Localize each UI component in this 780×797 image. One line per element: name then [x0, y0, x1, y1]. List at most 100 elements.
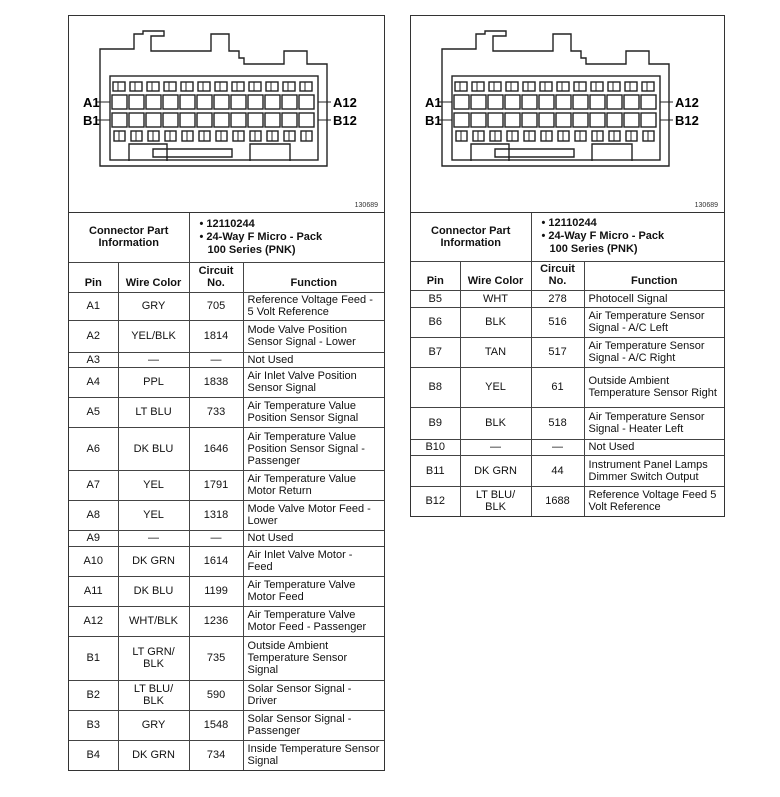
- pin-label-a12: A12: [333, 95, 357, 110]
- table-row: B6 BLK 516 Air Temperature Sensor Signal - …: [411, 306, 724, 338]
- function-cell: Not Used: [242, 529, 384, 547]
- table-row: B1 LT GRN/ BLK 735 Outside Ambient Temperat…: [69, 635, 384, 681]
- wire-color-cell: LT BLU/ BLK: [459, 485, 532, 516]
- circuit-cell: 733: [188, 396, 244, 428]
- pin-cell: A1: [69, 292, 119, 321]
- figure-number: 130689: [694, 202, 718, 209]
- function-cell: Mode Valve Position Sensor Signal - Lowe…: [242, 319, 384, 353]
- circuit-cell: 735: [188, 635, 244, 681]
- wire-color-cell: DK GRN: [117, 545, 190, 577]
- connector-diagram: A1 B1 A12 B12 130689: [411, 16, 724, 213]
- connector-description: • 24-Way F Micro - Pack: [199, 230, 323, 243]
- pin-cell: A6: [69, 426, 119, 471]
- table-row: A4 PPL 1838 Air Inlet Valve Position Sensor…: [69, 366, 384, 398]
- circuit-cell: 1814: [188, 319, 244, 353]
- function-cell: Photocell Signal: [583, 290, 724, 308]
- function-cell: Instrument Panel Lamps Dimmer Switch Out…: [583, 454, 724, 487]
- circuit-cell: 1236: [188, 605, 244, 637]
- circuit-cell: 44: [530, 454, 585, 487]
- pin-label-a1: A1: [425, 95, 442, 110]
- header-wire-color: Wire Color: [459, 260, 532, 291]
- pin-cell: B3: [69, 709, 119, 741]
- wire-color-cell: DK GRN: [117, 739, 190, 770]
- wire-color-cell: BLK: [459, 406, 532, 440]
- wire-color-cell: YEL: [459, 366, 532, 408]
- connector-series: 100 Series (PNK): [207, 243, 296, 256]
- wire-color-cell: DK GRN: [459, 454, 532, 487]
- table-row: A11 DK BLU 1199 Air Temperature Valve Motor…: [69, 575, 384, 607]
- pin-label-a12: A12: [675, 95, 699, 110]
- wire-color-cell: YEL: [117, 499, 190, 531]
- circuit-cell: —: [188, 529, 244, 547]
- wire-color-cell: TAN: [459, 336, 532, 368]
- function-cell: Air Temperature Valve Motor Feed: [242, 575, 384, 607]
- function-cell: Outside Ambient Temperature Sensor Signa…: [242, 635, 384, 681]
- function-cell: Air Inlet Valve Motor - Feed: [242, 545, 384, 577]
- wire-color-cell: —: [117, 529, 190, 547]
- pin-label-a1: A1: [83, 95, 100, 110]
- connector-drawing: A1 B1 A12 B12: [83, 30, 357, 167]
- table-row: B9 BLK 518 Air Temperature Sensor Signal - …: [411, 406, 724, 440]
- function-cell: Not Used: [583, 438, 724, 456]
- header-wire-color: Wire Color: [117, 261, 190, 293]
- table-row: A8 YEL 1318 Mode Valve Motor Feed - Lower: [69, 499, 384, 531]
- wire-color-cell: LT BLU/ BLK: [117, 679, 190, 711]
- function-cell: Air Temperature Sensor Signal - Heater L…: [583, 406, 724, 440]
- pin-label-b12: B12: [675, 113, 699, 128]
- wire-color-cell: BLK: [459, 306, 532, 338]
- circuit-cell: 1791: [188, 469, 244, 501]
- pin-cell: A8: [69, 499, 119, 531]
- connector-diagram: A1 B1 A12 B12 130689: [69, 16, 384, 213]
- circuit-cell: 1688: [530, 485, 585, 516]
- wire-color-cell: DK BLU: [117, 426, 190, 471]
- connector-info-label: Connector Part Information: [411, 213, 532, 262]
- circuit-cell: 1199: [188, 575, 244, 607]
- circuit-cell: 1548: [188, 709, 244, 741]
- connector-description: • 24-Way F Micro - Pack: [541, 230, 665, 243]
- wire-color-cell: DK BLU: [117, 575, 190, 607]
- table-row: A9— — Not Used: [69, 529, 384, 547]
- part-number: • 12110244: [541, 217, 597, 230]
- header-row: Pin Wire Color Circuit No. Function: [69, 261, 384, 293]
- table-row: B7 TAN 517 Air Temperature Sensor Signal - …: [411, 336, 724, 368]
- pin-cell: B11: [411, 454, 461, 487]
- pin-cell: A2: [69, 319, 119, 353]
- circuit-cell: 1318: [188, 499, 244, 531]
- wire-color-cell: YEL/BLK: [117, 319, 190, 353]
- connector-info-value: • 12110244 • 24-Way F Micro - Pack 100 S…: [530, 213, 724, 262]
- circuit-cell: 61: [530, 366, 585, 408]
- table-row: B4 DK GRN 734 Inside Temperature Sensor Sig…: [69, 739, 384, 770]
- function-cell: Mode Valve Motor Feed - Lower: [242, 499, 384, 531]
- pin-cell: B1: [69, 635, 119, 681]
- figure-number: 130689: [354, 202, 378, 209]
- pin-cell: B2: [69, 679, 119, 711]
- wire-color-cell: PPL: [117, 366, 190, 398]
- function-cell: Air Inlet Valve Position Sensor Signal: [242, 366, 384, 398]
- circuit-cell: 590: [188, 679, 244, 711]
- pin-cell: B9: [411, 406, 461, 440]
- pin-label-b1: B1: [83, 113, 100, 128]
- pin-cell: A3: [69, 351, 119, 368]
- connector-table-left: A1 B1 A12 B12 130689 Connector Part Informa…: [68, 15, 385, 771]
- circuit-cell: 517: [530, 336, 585, 368]
- pin-cell: B10: [411, 438, 461, 456]
- connector-drawing: A1 B1 A12 B12: [425, 30, 699, 167]
- table-row: B5 WHT 278 Photocell Signal: [411, 290, 724, 308]
- pin-cell: B6: [411, 306, 461, 338]
- table-row: B2 LT BLU/ BLK 590 Solar Sensor Signal - Dr…: [69, 679, 384, 711]
- table-row: A12 WHT/BLK 1236 Air Temperature Valve Moto…: [69, 605, 384, 637]
- function-cell: Air Temperature Sensor Signal - A/C Righ…: [583, 336, 724, 368]
- circuit-cell: 278: [530, 290, 585, 308]
- table-row: B3 GRY 1548 Solar Sensor Signal - Passenger: [69, 709, 384, 741]
- pin-cell: A10: [69, 545, 119, 577]
- connector-info-label: Connector Part Information: [69, 213, 190, 263]
- pin-cell: A12: [69, 605, 119, 637]
- pin-cell: B8: [411, 366, 461, 408]
- function-cell: Solar Sensor Signal - Passenger: [242, 709, 384, 741]
- circuit-cell: 1646: [188, 426, 244, 471]
- function-cell: Reference Voltage Feed - 5 Volt Referenc…: [242, 292, 384, 321]
- header-pin: Pin: [69, 261, 119, 293]
- wire-color-cell: WHT/BLK: [117, 605, 190, 637]
- header-circuit: Circuit No.: [188, 261, 244, 293]
- circuit-cell: 705: [188, 292, 244, 321]
